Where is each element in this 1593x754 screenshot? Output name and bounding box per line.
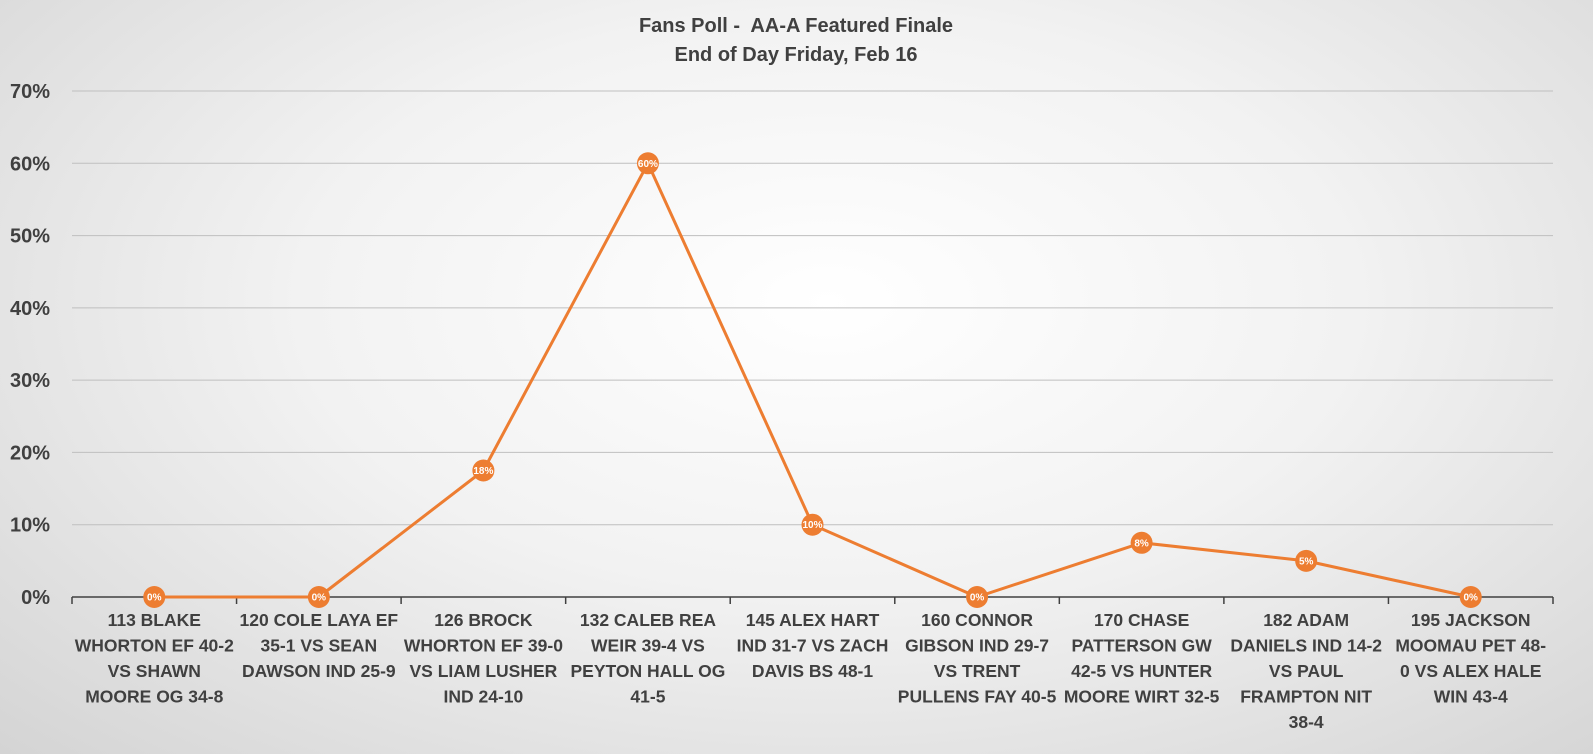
data-point <box>636 152 659 175</box>
data-point <box>966 586 989 608</box>
y-tick-label: 20% <box>10 442 50 464</box>
y-tick-label: 60% <box>10 153 50 175</box>
x-tick-label: 170 CHASE PATTERSON GW 42-5 VS HUNTER MOORE… <box>1064 610 1220 707</box>
data-point <box>1130 531 1153 554</box>
data-label: 0% <box>970 593 985 604</box>
data-point <box>472 459 495 482</box>
data-point <box>1459 586 1482 608</box>
x-axis: 113 BLAKE WHORTON EF 40-2 VS SHAWN MOORE OG… <box>71 596 1554 732</box>
y-axis: 0% 10% 20% 30% 40% 50% 60% 70% <box>10 81 50 609</box>
y-tick-label: 70% <box>10 81 50 103</box>
gridlines <box>72 90 1553 526</box>
data-label: 0% <box>312 593 327 604</box>
data-point <box>1295 549 1318 572</box>
data-label: 0% <box>147 593 162 604</box>
data-point <box>143 586 166 608</box>
data-label: 18% <box>473 466 493 477</box>
x-tick-label: 120 COLE LAYA EF 35-1 VS SEAN DAWSON IND 2… <box>240 610 399 681</box>
x-tick-label: 126 BROCK WHORTON EF 39-0 VS LIAM LUSHER IN… <box>404 610 563 707</box>
x-tick-label: 113 BLAKE WHORTON EF 40-2 VS SHAWN MOORE OG… <box>75 610 234 707</box>
data-label: 5% <box>1299 556 1314 567</box>
y-tick-label: 10% <box>10 515 50 537</box>
y-tick-label: 0% <box>21 587 50 609</box>
x-tick-label: 160 CONNOR GIBSON IND 29-7 VS TRENT PULLENS… <box>898 610 1057 707</box>
x-tick-label: 195 JACKSON MOOMAU PET 48-0 VS ALEX HALE W… <box>1395 610 1546 707</box>
y-tick-label: 30% <box>10 370 50 392</box>
chart-subtitle: End of Day Friday, Feb 16 <box>674 44 917 66</box>
y-tick-label: 50% <box>10 226 50 248</box>
data-label: 10% <box>802 520 822 531</box>
x-tick-label: 182 ADAM DANIELS IND 14-2 VS PAUL FRAMPTON … <box>1230 610 1382 732</box>
x-tick-label: 132 CALEB REA WEIR 39-4 VS PEYTON HALL OG 4… <box>570 610 725 707</box>
chart-title: Fans Poll - AA-A Featured Finale <box>639 15 953 37</box>
data-label: 0% <box>1463 593 1478 604</box>
y-tick-label: 40% <box>10 298 50 320</box>
x-tick-label: 145 ALEX HART IND 31-7 VS ZACH DAVIS BS 48… <box>737 610 889 681</box>
series: 0% 0% 18% 60% 10% 0% 8% 5% 0% <box>143 152 1482 608</box>
data-point <box>307 586 330 608</box>
data-label: 8% <box>1134 538 1149 549</box>
data-point <box>801 513 824 536</box>
data-label: 60% <box>638 159 658 170</box>
